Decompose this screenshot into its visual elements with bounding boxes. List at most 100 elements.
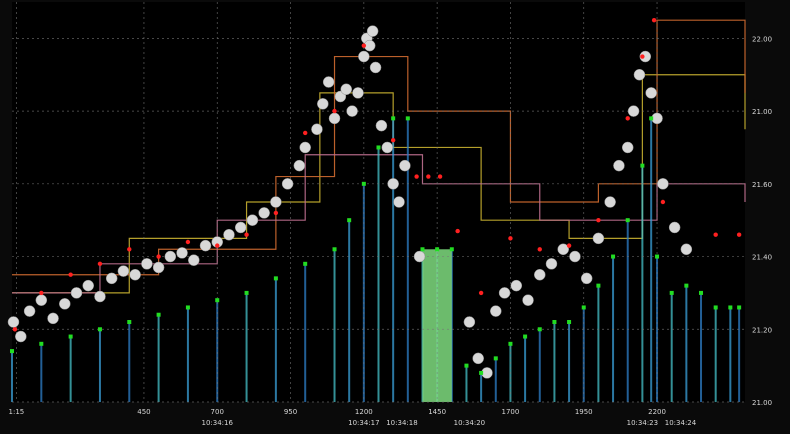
series-0-point-54 [545, 258, 558, 270]
y-tick-label-0: 21.00 [752, 399, 772, 407]
series-2-point-13 [361, 181, 366, 186]
series-1-point-17 [455, 228, 460, 234]
series-1-point-10 [303, 130, 308, 136]
series-0-point-51 [510, 279, 523, 292]
series-2-point-36 [684, 283, 689, 288]
series-0-point-9 [105, 272, 118, 285]
series-1-point-11 [332, 108, 337, 114]
series-0-point-40 [375, 119, 388, 132]
series-0-point-38 [366, 25, 379, 37]
series-2-point-14 [376, 145, 381, 150]
series-0-point-25 [293, 159, 306, 172]
series-0-point-48 [481, 367, 493, 379]
series-0-point-60 [613, 159, 625, 172]
series-0-point-45 [413, 250, 426, 263]
series-2-point-1 [39, 341, 44, 346]
series-2-point-24 [523, 334, 528, 339]
x-tick-label-8: 2200 [648, 408, 666, 416]
time-tick-label-4: 10:34:23 [627, 419, 658, 427]
series-2-point-21 [479, 370, 484, 375]
series-0-point-5 [59, 298, 71, 310]
series-0-point-39 [369, 61, 382, 74]
series-2-point-40 [737, 305, 742, 310]
series-0-point-63 [633, 68, 646, 81]
series-2-point-33 [649, 116, 654, 121]
series-1-point-24 [640, 54, 645, 59]
series-0-point-68 [668, 221, 681, 234]
series-0-point-3 [35, 294, 48, 306]
series-2-point-32 [640, 163, 645, 168]
series-1-point-21 [566, 243, 572, 248]
series-0-point-0 [7, 316, 20, 328]
series-2-point-19 [449, 247, 454, 252]
series-0-point-28 [317, 98, 329, 110]
series-0-point-66 [651, 112, 663, 125]
series-2-point-37 [699, 290, 704, 295]
series-0-point-33 [346, 105, 358, 117]
series-0-point-10 [117, 265, 130, 277]
series-1-point-8 [244, 232, 249, 237]
series-1-point-14 [414, 174, 419, 179]
series-0-point-23 [270, 196, 282, 208]
series-0-point-55 [557, 243, 569, 256]
series-1-point-18 [478, 290, 484, 296]
time-tick-label-3: 10:34:20 [454, 419, 485, 427]
series-1-point-2 [68, 272, 73, 277]
series-2-point-15 [391, 116, 396, 121]
series-0-point-24 [281, 178, 294, 190]
series-0-point-15 [176, 247, 188, 259]
series-2-point-11 [332, 247, 337, 252]
series-2-point-0 [10, 349, 14, 354]
series-0-point-61 [621, 141, 634, 154]
series-1-point-22 [596, 217, 601, 223]
series-2-point-35 [669, 290, 674, 295]
x-tick-label-3: 950 [284, 408, 297, 416]
series-1-point-13 [390, 137, 396, 143]
series-0-point-50 [498, 287, 511, 299]
series-0-point-22 [258, 207, 270, 219]
series-0-point-19 [223, 228, 235, 241]
series-2-point-2 [68, 334, 73, 339]
series-0-point-47 [472, 352, 484, 365]
series-0-point-65 [645, 87, 657, 99]
time-tick-label-1: 10:34:17 [348, 419, 379, 427]
series-0-point-34 [352, 87, 364, 99]
series-0-point-69 [680, 243, 693, 256]
step-line-2 [12, 154, 746, 294]
series-2-point-7 [215, 298, 220, 303]
series-1-point-26 [660, 199, 666, 205]
series-0-point-53 [534, 268, 546, 281]
series-0-point-1 [15, 330, 27, 343]
y-tick-labels: 21.00 21.20 21.40 21.60 21.00 22.00 [752, 35, 772, 407]
series-2-point-8 [244, 290, 249, 295]
x-tick-label-5: 1450 [428, 408, 446, 416]
series-1-point-16 [437, 174, 443, 179]
series-1-point-23 [625, 116, 630, 121]
series-0-point-52 [522, 294, 534, 306]
series-0-point-16 [188, 254, 200, 266]
grid [12, 2, 745, 403]
series-0-point-17 [199, 239, 212, 252]
time-tick-label-5: 10:34:24 [665, 419, 697, 427]
series-0-point-58 [592, 232, 605, 245]
series-2-point-23 [508, 341, 513, 346]
series-1-point-9 [273, 210, 279, 216]
series-2-point-10 [303, 261, 308, 266]
series-1-point-19 [508, 236, 513, 241]
series-0-point-56 [569, 250, 581, 263]
green-block [422, 249, 452, 402]
series-0-point-20 [234, 221, 247, 234]
series-0-point-43 [393, 196, 405, 208]
series-2-point-38 [713, 305, 718, 310]
x-tick-label-0: 1:15 [9, 408, 25, 416]
series-2-point-30 [611, 254, 616, 259]
series-0-point-26 [299, 141, 311, 154]
series-1-point-3 [97, 261, 103, 267]
y-tick-label-1: 21.20 [752, 326, 772, 334]
series-0-point-11 [129, 268, 141, 281]
series-2-point-27 [567, 320, 572, 324]
series-2-point-16 [405, 116, 410, 121]
series-2-point-3 [97, 327, 102, 332]
y-tick-label-3: 21.60 [752, 181, 772, 189]
